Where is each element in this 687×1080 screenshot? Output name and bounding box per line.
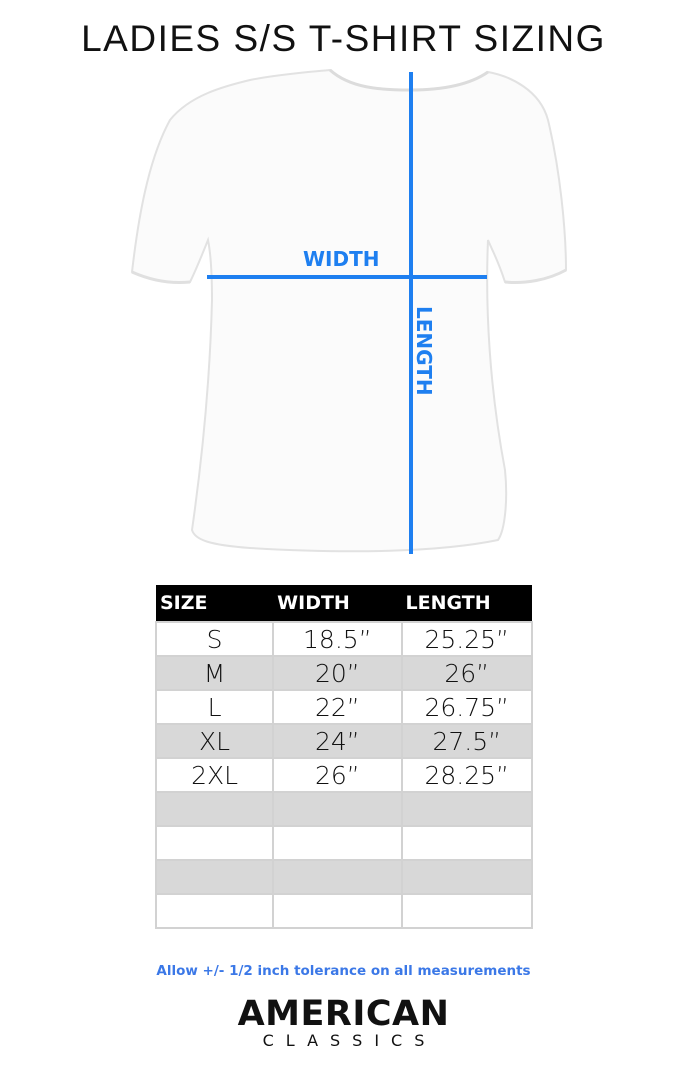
size-cell — [154, 859, 275, 895]
length-cell: 26.75” — [400, 689, 534, 725]
size-cell — [154, 791, 275, 827]
table-row: XL 24” 27.5” — [154, 723, 534, 759]
header-width: WIDTH — [273, 585, 402, 622]
size-cell: 2XL — [154, 757, 275, 793]
tolerance-note: Allow +/- 1/2 inch tolerance on all meas… — [156, 963, 531, 979]
width-cell: 26” — [272, 757, 403, 793]
width-label: WIDTH — [303, 247, 380, 271]
brand-logo-line1: AMERICAN — [237, 994, 450, 1034]
table-row — [154, 859, 534, 895]
table-header-row: SIZE WIDTH LENGTH — [156, 585, 532, 622]
length-cell: 25.25” — [400, 621, 534, 657]
size-table: SIZE WIDTH LENGTH S 18.5” 25.25” M 20” 26” L 22… — [154, 585, 534, 929]
width-cell: 18.5” — [272, 621, 403, 657]
length-cell — [400, 791, 534, 827]
length-cell — [400, 859, 534, 895]
header-length: LENGTH — [401, 585, 532, 622]
brand-logo-line2: CLASSICS — [262, 1031, 437, 1050]
size-cell: L — [154, 689, 275, 725]
size-cell: M — [154, 655, 275, 691]
size-cell — [154, 825, 275, 861]
length-label: LENGTH — [412, 306, 436, 396]
length-cell — [400, 893, 534, 929]
length-cell: 26” — [400, 655, 534, 691]
length-cell: 27.5” — [400, 723, 534, 759]
width-cell: 24” — [272, 723, 403, 759]
width-cell — [272, 859, 403, 895]
table-row — [154, 791, 534, 827]
header-size: SIZE — [156, 585, 274, 622]
width-measure-line — [207, 275, 487, 279]
table-row — [154, 825, 534, 861]
table-row: L 22” 26.75” — [154, 689, 534, 725]
width-cell: 22” — [272, 689, 403, 725]
table-row — [154, 893, 534, 929]
table-row: M 20” 26” — [154, 655, 534, 691]
width-cell — [272, 893, 403, 929]
size-cell: XL — [154, 723, 275, 759]
width-cell: 20” — [272, 655, 403, 691]
length-cell — [400, 825, 534, 861]
length-measure-line — [409, 72, 413, 554]
length-cell: 28.25” — [400, 757, 534, 793]
table-row: S 18.5” 25.25” — [154, 621, 534, 657]
page-title: LADIES S/S T-SHIRT SIZING — [81, 18, 606, 59]
width-cell — [272, 791, 403, 827]
width-cell — [272, 825, 403, 861]
size-cell: S — [154, 621, 275, 657]
tshirt-illustration — [130, 68, 568, 553]
table-row: 2XL 26” 28.25” — [154, 757, 534, 793]
size-cell — [154, 893, 275, 929]
